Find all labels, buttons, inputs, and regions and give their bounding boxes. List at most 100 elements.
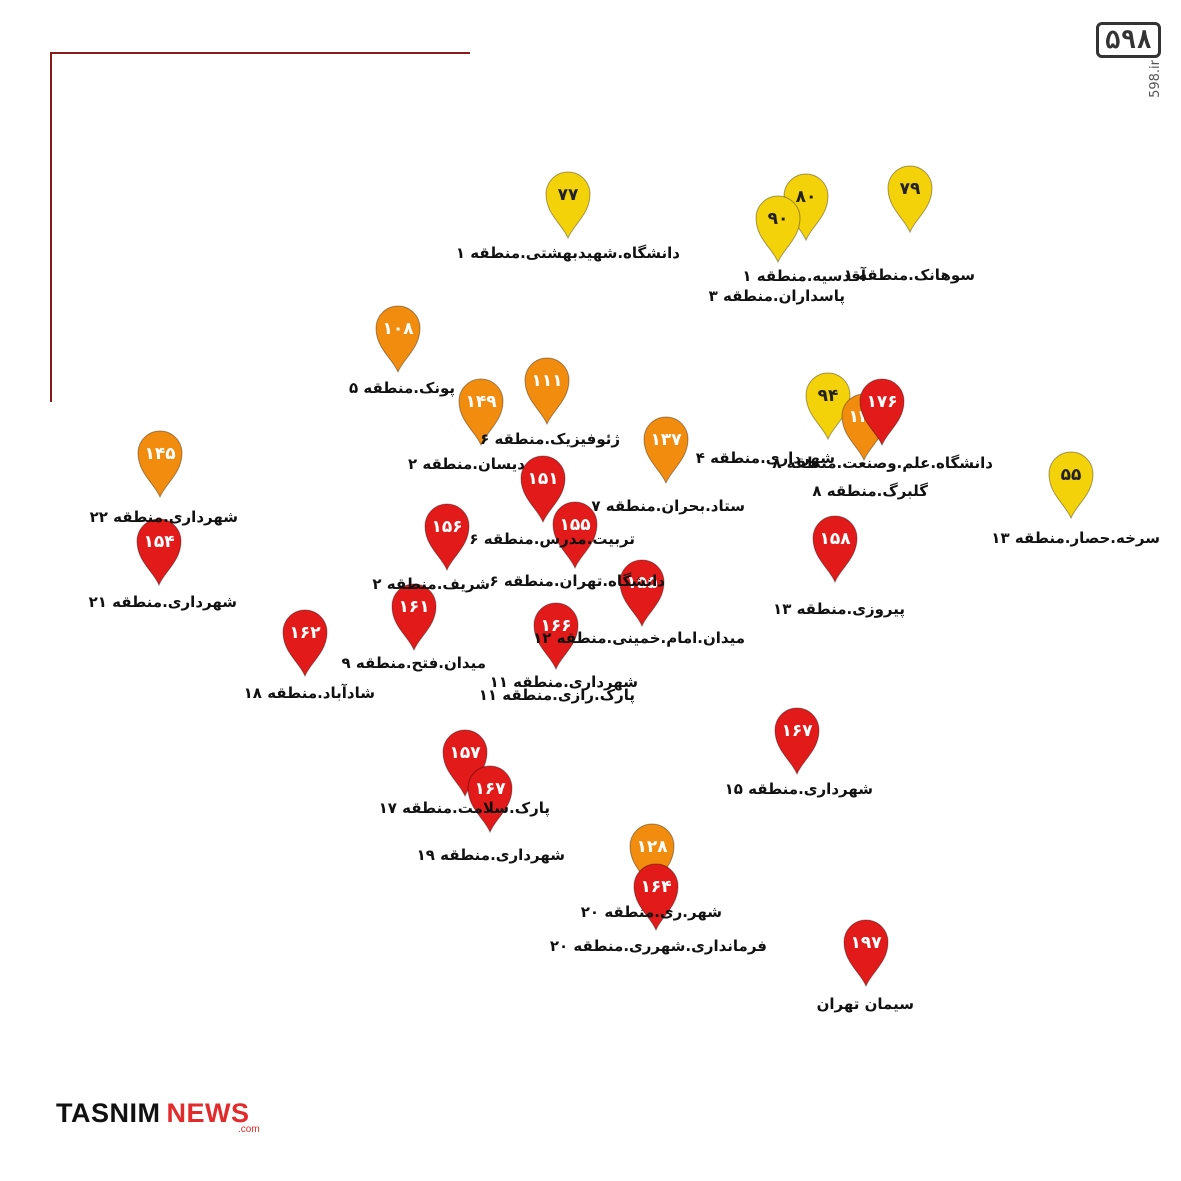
map-pin[interactable]: ۱۵۶ — [424, 503, 470, 572]
map-pin[interactable]: ۱۵۵ — [619, 559, 665, 628]
map-marker-icon — [629, 823, 675, 892]
map-pin[interactable]: ۱۵۵ — [552, 501, 598, 570]
station-label: شهر.ری.منطقه ۲۰ — [580, 903, 722, 921]
map-marker-icon — [545, 171, 591, 240]
598-site-text: 598.ir — [1148, 60, 1163, 98]
map-marker-icon — [552, 501, 598, 570]
brand-suffix: .com — [238, 1124, 260, 1135]
map-pin[interactable]: ۱۲۸ — [629, 823, 675, 892]
station-label: فرمانداری.شهرری.منطقه ۲۰ — [549, 937, 767, 955]
station-label: پارک.سلامت.منطقه ۱۷ — [378, 799, 550, 817]
map-pin[interactable]: ۱۶۷ — [467, 765, 513, 834]
map-pin[interactable]: ۷۹ — [887, 165, 933, 234]
map-pin[interactable]: ۱۶۶ — [533, 602, 579, 671]
map-marker-icon — [887, 165, 933, 234]
station-label: تربیت.مدرس.منطقه ۶ — [469, 530, 635, 548]
station-label: پارک.رازی.منطقه ۱۱ — [478, 686, 635, 704]
station-label: سوهانک.منطقه ۱ — [843, 266, 975, 284]
pin-value: ۱۴۹ — [465, 392, 497, 412]
pin-value: ۱۵۴ — [143, 532, 174, 552]
station-label: پیروزی.منطقه ۱۳ — [773, 600, 905, 618]
pin-value: ۱۷۶ — [866, 392, 897, 412]
map-pin[interactable]: ۱۶۴ — [633, 863, 679, 932]
map-marker-icon — [859, 378, 905, 447]
map-marker-icon — [375, 305, 421, 374]
map-pin[interactable]: ۱۱۱ — [524, 357, 570, 426]
station-label: ستاد.بحران.منطقه ۷ — [591, 497, 745, 515]
map-frame-border — [50, 52, 470, 402]
brand-tasnim: TASNIM — [56, 1098, 161, 1128]
station-label: دیسان.منطقه ۲ — [407, 455, 525, 473]
map-pin[interactable]: ۱۵۱ — [520, 455, 566, 524]
pin-value: ۸۰ — [796, 187, 817, 207]
station-label: دانشگاه.تهران.منطقه ۶ — [489, 572, 665, 590]
map-marker-icon — [774, 707, 820, 776]
station-label: پونک.منطقه ۵ — [348, 379, 455, 397]
station-label: دانشگاه.شهیدبهشتی.منطقه ۱ — [455, 244, 680, 262]
map-marker-icon — [533, 602, 579, 671]
station-label: شهرداری.منطقه ۱۱ — [489, 673, 638, 691]
pin-value: ۹۴ — [818, 386, 839, 406]
map-pin[interactable]: ۱۴۹ — [458, 378, 504, 447]
pin-value: ۱۶۲ — [289, 623, 321, 643]
map-marker-icon — [524, 357, 570, 426]
station-label: میدان.امام.خمینی.منطقه ۱۲ — [533, 629, 745, 647]
map-pin[interactable]: ۱۳۷ — [643, 416, 689, 485]
map-marker-icon — [458, 378, 504, 447]
map-marker-icon — [1048, 451, 1094, 520]
map-pin[interactable]: ۱۵۸ — [812, 515, 858, 584]
pin-value: ۱۶۴ — [640, 877, 671, 897]
map-marker-icon — [643, 416, 689, 485]
map-pin[interactable]: ۹۰ — [755, 195, 801, 264]
map-marker-icon — [755, 195, 801, 264]
map-pin[interactable]: ۱۶۷ — [774, 707, 820, 776]
pin-value: ۱۵۸ — [819, 529, 851, 549]
map-pin[interactable]: ۱۵۴ — [136, 518, 182, 587]
598-logo: ۵۹۸ — [1096, 22, 1161, 58]
station-label: شهرداری.منطقه ۴ — [695, 449, 835, 467]
station-label: میدان.فتح.منطقه ۹ — [341, 654, 486, 672]
pin-value: ۱۵۱ — [527, 469, 558, 489]
map-marker-icon — [619, 559, 665, 628]
map-pin[interactable]: ۱۰۸ — [375, 305, 421, 374]
station-label: شادآباد.منطقه ۱۸ — [243, 684, 375, 702]
map-marker-icon — [467, 765, 513, 834]
map-pin[interactable]: ۱۴۵ — [137, 430, 183, 499]
pin-value: ۱۳۷ — [650, 430, 682, 450]
map-pin[interactable]: ۱۹۷ — [843, 919, 889, 988]
map-pin[interactable]: ۸۰ — [783, 173, 829, 242]
station-label: شریف.منطقه ۲ — [372, 575, 490, 593]
map-pin[interactable]: ۱۷۶ — [859, 378, 905, 447]
map-pin[interactable]: ۷۷ — [545, 171, 591, 240]
map-marker-icon — [812, 515, 858, 584]
pin-value: ۵۵ — [1061, 465, 1082, 485]
station-label: دانشگاه.علم.وصنعت.منطقه ۸ — [772, 454, 993, 472]
station-label: سیمان تهران — [816, 995, 914, 1013]
map-marker-icon — [424, 503, 470, 572]
station-label: ژئوفیزیک.منطقه ۶ — [480, 430, 620, 448]
pin-value: ۱۴۵ — [144, 444, 175, 464]
map-pin[interactable]: ۵۵ — [1048, 451, 1094, 520]
map-pin[interactable]: ۱۶۱ — [391, 583, 437, 652]
map-marker-icon — [633, 863, 679, 932]
pin-value: ۱۶۶ — [540, 616, 571, 636]
pin-value: ۱۵۵ — [559, 515, 590, 535]
station-label: گلبرگ.منطقه ۸ — [812, 482, 928, 500]
map-marker-icon — [137, 430, 183, 499]
pin-value: ۱۰۸ — [382, 319, 414, 339]
map-marker-icon — [391, 583, 437, 652]
pin-value: ۱۵۷ — [449, 743, 481, 763]
station-label: پاسداران.منطقه ۳ — [708, 287, 845, 305]
pin-value: ۱۲۸ — [636, 837, 668, 857]
map-pin[interactable]: ۹۴ — [805, 372, 851, 441]
pin-value: ۱۹۷ — [850, 933, 882, 953]
pin-value: ۷۷ — [558, 185, 579, 205]
map-pin[interactable]: ۱۵۷ — [442, 729, 488, 798]
station-label: شهرداری.منطقه ۲۲ — [89, 508, 238, 526]
pin-value: ۱۶۷ — [781, 721, 813, 741]
map-pin[interactable]: ۱۶۲ — [282, 609, 328, 678]
pin-value: ۱۶۷ — [474, 779, 506, 799]
pin-value: ۹۰ — [768, 209, 789, 229]
pin-value: ۱۵۵ — [626, 573, 657, 593]
